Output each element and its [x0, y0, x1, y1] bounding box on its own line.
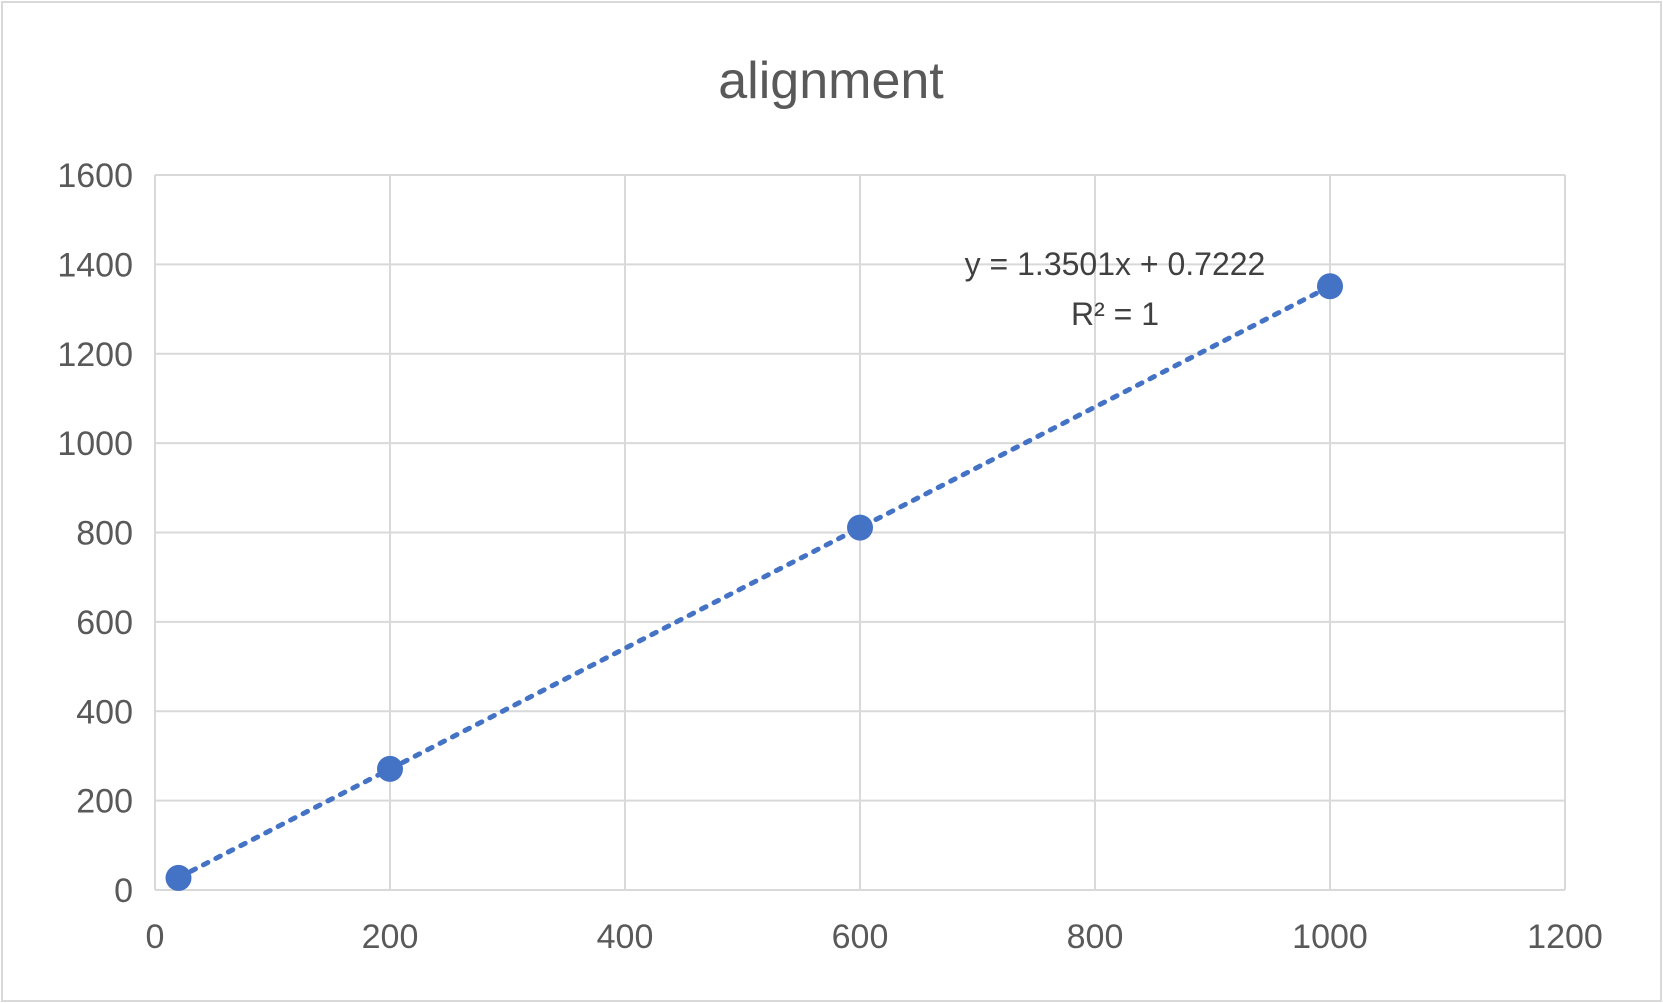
- y-tick-label: 1400: [57, 246, 133, 284]
- data-points: [165, 273, 1343, 891]
- x-tick-label: 200: [362, 918, 419, 956]
- x-tick-label: 0: [146, 918, 165, 956]
- data-point: [847, 514, 873, 541]
- trendline-equation: y = 1.3501x + 0.7222: [965, 246, 1266, 282]
- y-tick-label: 1200: [57, 336, 133, 374]
- trendline-r-squared: R² = 1: [1071, 296, 1159, 332]
- tick-labels: 0 200 400 600 800 1000 1200 1400 1600 0 200 400 600 8…: [57, 157, 1602, 956]
- y-tick-label: 200: [76, 783, 133, 821]
- x-tick-label: 1000: [1292, 918, 1368, 956]
- data-point: [1317, 273, 1343, 300]
- y-tick-label: 400: [76, 693, 133, 731]
- x-tick-label: 400: [597, 918, 654, 956]
- data-point: [165, 864, 192, 891]
- y-tick-label: 600: [76, 604, 133, 642]
- chart-title: alignment: [718, 52, 944, 110]
- x-tick-label: 1200: [1527, 918, 1603, 956]
- y-tick-label: 1000: [57, 425, 133, 463]
- y-tick-label: 800: [76, 515, 133, 553]
- x-tick-label: 800: [1067, 918, 1124, 956]
- trendline: [176, 283, 1333, 881]
- trendline-group: [176, 283, 1333, 881]
- x-tick-label: 600: [832, 918, 889, 956]
- data-point: [377, 755, 403, 782]
- y-tick-label: 0: [114, 872, 133, 910]
- y-tick-label: 1600: [57, 157, 133, 195]
